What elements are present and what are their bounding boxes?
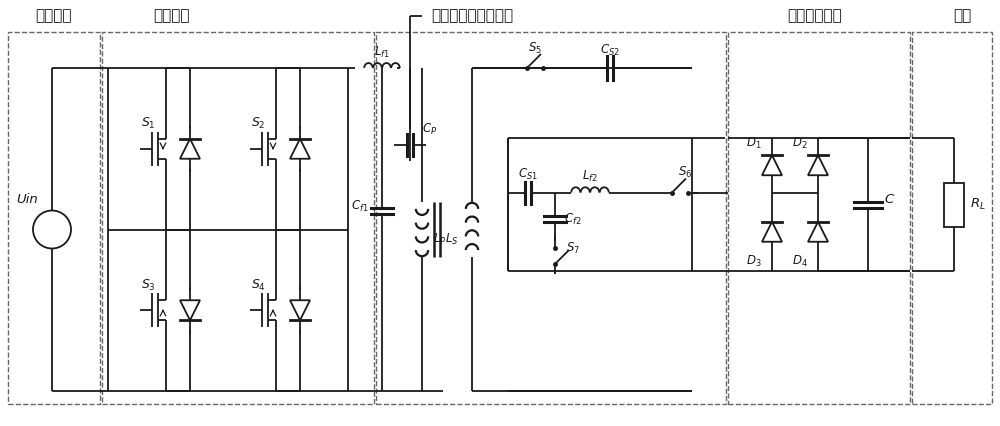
- Text: $S_1$: $S_1$: [141, 116, 155, 131]
- Bar: [102, 32, 374, 404]
- Bar: [912, 32, 992, 404]
- Text: $S_5$: $S_5$: [528, 41, 542, 56]
- Text: $C_{S1}$: $C_{S1}$: [518, 167, 538, 182]
- Text: $S_4$: $S_4$: [251, 278, 265, 293]
- Text: $L_S$: $L_S$: [445, 232, 459, 247]
- Text: $L_P$: $L_P$: [433, 232, 447, 247]
- Text: 逆变电路: 逆变电路: [154, 9, 190, 23]
- Text: $C_{f1}$: $C_{f1}$: [351, 199, 369, 213]
- Bar: [8, 32, 100, 404]
- Bar: [944, 182, 964, 227]
- Text: 输入电源: 输入电源: [36, 9, 72, 23]
- Text: $S_7$: $S_7$: [566, 241, 580, 256]
- Text: $D_3$: $D_3$: [746, 254, 762, 269]
- Text: $D_1$: $D_1$: [746, 136, 762, 151]
- Text: $D_4$: $D_4$: [792, 254, 808, 269]
- Text: Uin: Uin: [16, 193, 38, 206]
- Text: $S_2$: $S_2$: [251, 116, 265, 131]
- Text: $S_3$: $S_3$: [141, 278, 155, 293]
- Text: $C_{f2}$: $C_{f2}$: [564, 212, 582, 227]
- Text: $D_2$: $D_2$: [792, 136, 808, 151]
- Text: $R_L$: $R_L$: [970, 197, 986, 212]
- Text: 负载: 负载: [953, 9, 971, 23]
- Text: $L_{f1}$: $L_{f1}$: [374, 44, 390, 60]
- Text: $C$: $C$: [884, 193, 896, 206]
- Bar: [728, 32, 910, 404]
- Text: $S_6$: $S_6$: [678, 165, 692, 181]
- Bar: [376, 32, 726, 404]
- Text: $C_{S2}$: $C_{S2}$: [600, 43, 620, 58]
- Text: 耦合机构与补偿网络: 耦合机构与补偿网络: [431, 9, 513, 23]
- Text: $L_{f2}$: $L_{f2}$: [582, 169, 598, 184]
- Text: $C_P$: $C_P$: [422, 122, 438, 137]
- Text: 整流滤波电路: 整流滤波电路: [788, 9, 842, 23]
